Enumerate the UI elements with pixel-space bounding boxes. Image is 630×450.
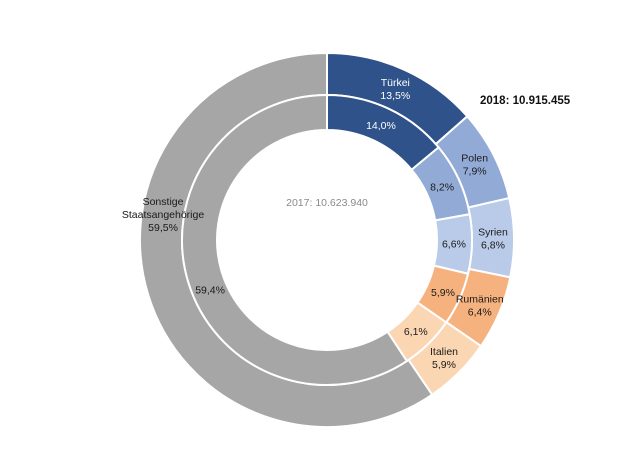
inner-label-italien: 6,1% [404,326,428,338]
outer-label-rumaenien-line: Rumänien [456,293,504,305]
inner-label-rumaenien-line: 5,9% [431,287,455,299]
inner-ring-2017 [181,93,473,386]
outer-label-tuerkei: Türkei 13,5% [380,77,410,102]
outer-label-tuerkei-line: Türkei [381,77,410,89]
outer-label-sonstige-staatsangehoerige-line: Staatsangehörige [122,209,204,221]
slice-labels: Türkei 13,5%Polen 7,9%Syrien 6,8%Rumänien 6,… [122,77,508,371]
inner-label-rumaenien: 5,9% [431,287,455,299]
inner-label-polen-line: 8,2% [430,181,454,193]
inner-label-sonstige-staatsangehoerige: 59,4% [195,285,225,297]
outer-label-italien: Italien 5,9% [430,346,458,371]
outer-label-polen-line: 7,9% [463,166,487,178]
outer-label-italien-line: Italien [430,346,458,358]
outer-label-rumaenien-line: 6,4% [468,306,492,318]
outer-label-sonstige-staatsangehoerige: Sonstige Staatsangehörige 59,5% [122,196,204,234]
inner-label-syrien-line: 6,6% [442,239,466,251]
inner-label-tuerkei: 14,0% [366,120,396,132]
outer-ring-2018 [139,51,515,428]
inner-label-tuerkei-line: 14,0% [366,120,396,132]
outer-label-polen: Polen 7,9% [461,153,488,178]
outer-label-tuerkei-line: 13,5% [380,90,410,102]
inner-label-sonstige-staatsangehoerige-line: 59,4% [195,285,225,297]
inner-slice-sonstige-staatsangehoerige [181,93,409,386]
inner-label-syrien: 6,6% [442,239,466,251]
outer-label-italien-line: 5,9% [432,359,456,371]
outer-label-rumaenien: Rumänien 6,4% [456,293,504,318]
inner-ring-title: 2017: 10.623.940 [286,197,368,209]
outer-ring-title: 2018: 10.915.455 [480,95,571,107]
inner-label-polen: 8,2% [430,181,454,193]
outer-label-syrien: Syrien 6,8% [478,226,508,251]
outer-label-syrien-line: 6,8% [481,239,505,251]
outer-label-sonstige-staatsangehoerige-line: 59,5% [148,222,178,234]
outer-label-sonstige-staatsangehoerige-line: Sonstige [143,196,184,208]
inner-label-italien-line: 6,1% [404,326,428,338]
outer-label-polen-line: Polen [461,153,488,165]
outer-label-syrien-line: Syrien [478,226,508,238]
